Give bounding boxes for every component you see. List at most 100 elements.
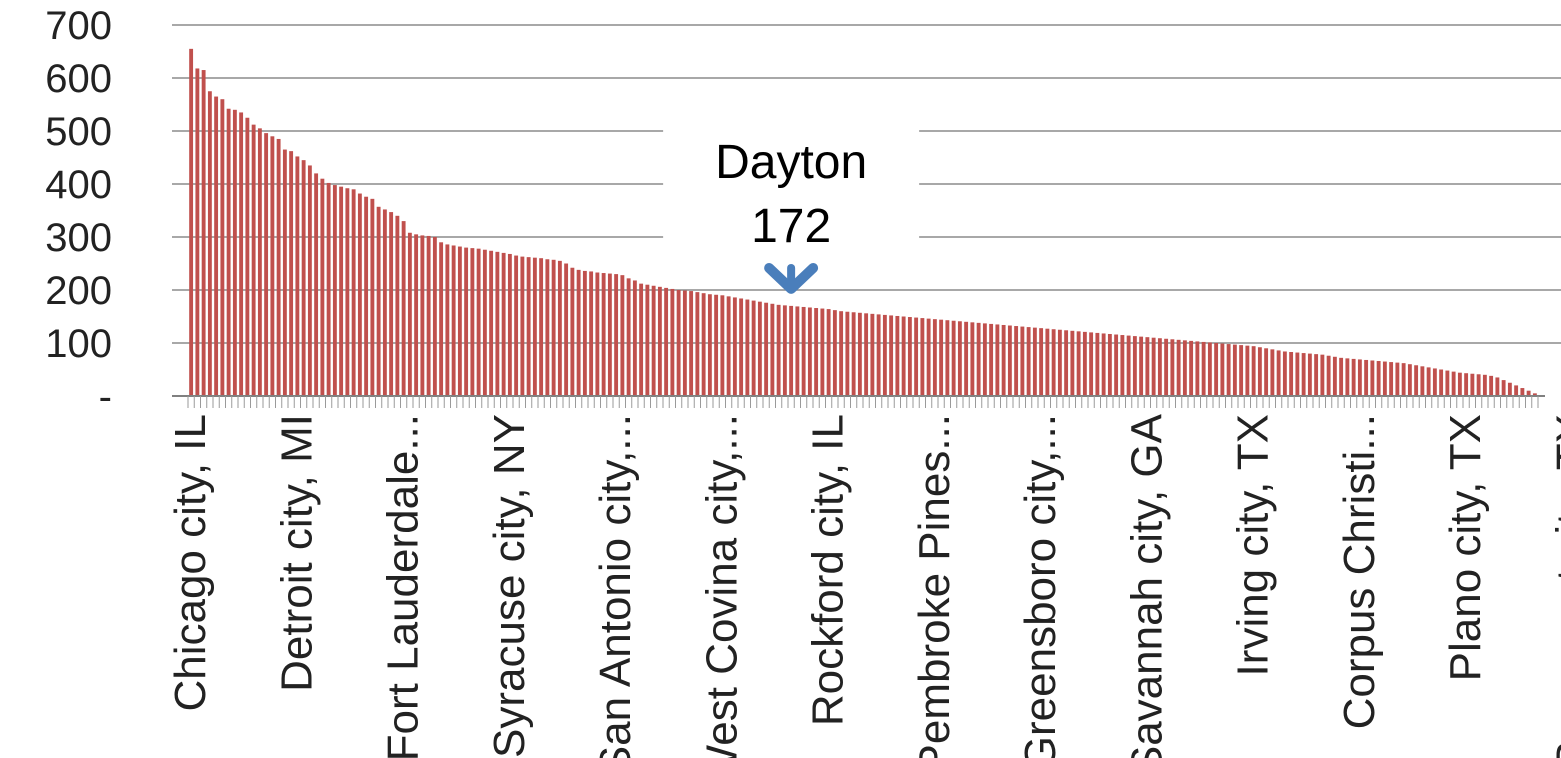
- bar: [939, 319, 944, 396]
- x-tick-label: Syracuse city, NY: [485, 414, 534, 758]
- bar: [539, 258, 544, 396]
- bar: [1532, 393, 1537, 396]
- bar: [576, 269, 581, 396]
- bar: [932, 319, 937, 396]
- bar: [1107, 333, 1112, 396]
- bar: [795, 306, 800, 396]
- annotation-label: Dayton: [715, 136, 867, 189]
- bar: [1320, 354, 1325, 396]
- x-axis: [172, 395, 1545, 408]
- bar: [1026, 327, 1031, 396]
- bar: [995, 324, 1000, 396]
- bar: [514, 255, 519, 396]
- bar: [614, 274, 619, 396]
- bar: [1326, 355, 1331, 396]
- bar: [789, 305, 794, 396]
- bar: [214, 96, 219, 397]
- bar: [1276, 350, 1281, 396]
- bar: [1370, 360, 1375, 396]
- bar: [1139, 336, 1144, 396]
- bar: [1264, 348, 1269, 396]
- bar: [814, 308, 819, 396]
- bar: [426, 235, 431, 396]
- bar: [1257, 347, 1262, 396]
- bar: [870, 313, 875, 396]
- bar: [632, 280, 637, 396]
- bar: [314, 173, 319, 396]
- bar: [1020, 326, 1025, 396]
- bar: [1189, 340, 1194, 396]
- bar: [1301, 353, 1306, 396]
- bar: [195, 68, 200, 397]
- y-tick-label: 200: [45, 269, 112, 313]
- bar: [464, 247, 469, 396]
- bar: [1526, 390, 1531, 396]
- bar: [1014, 326, 1019, 396]
- bar: [951, 320, 956, 396]
- bar: [1489, 375, 1494, 396]
- bar: [382, 209, 387, 396]
- bar: [1314, 354, 1319, 396]
- bar: [739, 298, 744, 396]
- bar: [926, 318, 931, 396]
- bar: [1470, 373, 1475, 396]
- bar: [1070, 330, 1075, 396]
- bar: [351, 189, 356, 396]
- y-tick-label: 400: [45, 163, 112, 207]
- bar: [1051, 329, 1056, 396]
- bar: [776, 304, 781, 396]
- x-axis-ticks: Chicago city, IL Detroit city, MI Fort Lau…: [166, 413, 1561, 758]
- bar: [532, 257, 537, 396]
- bar: [470, 248, 475, 396]
- bar: [439, 242, 444, 396]
- bar: [320, 178, 325, 396]
- x-tick-label: Irving city, TX: [1229, 414, 1278, 676]
- y-tick-label: 100: [45, 322, 112, 366]
- bar: [1245, 345, 1250, 396]
- bar: [589, 271, 594, 396]
- bar: [639, 283, 644, 396]
- bar: [695, 292, 700, 396]
- bar: [839, 311, 844, 396]
- bar: [226, 108, 231, 397]
- bar: [707, 294, 712, 396]
- bar: [1439, 369, 1444, 396]
- x-tick-label: San Antonio city,...: [591, 414, 640, 758]
- bar: [689, 291, 694, 396]
- bar: [970, 322, 975, 396]
- bar: [626, 278, 631, 396]
- bar: [557, 260, 562, 396]
- bar: [720, 295, 725, 396]
- y-tick-label: 300: [45, 216, 112, 260]
- bar: [257, 128, 262, 396]
- bar: [520, 256, 525, 396]
- bar: [907, 317, 912, 396]
- bar: [1145, 337, 1150, 396]
- bar: [1251, 346, 1256, 396]
- bar: [745, 299, 750, 396]
- bar: [989, 323, 994, 396]
- bar: [264, 133, 269, 396]
- bar: [1170, 339, 1175, 396]
- bars: [189, 48, 1537, 397]
- bar: [764, 302, 769, 396]
- bar: [495, 251, 500, 396]
- dayton-annotation: Dayton 172: [663, 130, 920, 294]
- bar: [1382, 361, 1387, 396]
- bar: [407, 232, 412, 396]
- y-tick-label: 700: [45, 4, 112, 48]
- bar: [1520, 388, 1525, 396]
- bar: [801, 306, 806, 396]
- bar: [507, 253, 512, 396]
- bar: [1282, 351, 1287, 396]
- bar: [1045, 328, 1050, 396]
- bar: [1057, 329, 1062, 396]
- bar: [714, 294, 719, 396]
- bar: [1482, 374, 1487, 396]
- x-tick-label: Greensboro city,...: [1016, 414, 1065, 758]
- y-tick-label: -: [99, 375, 112, 419]
- bar: [301, 160, 306, 396]
- bar: [189, 48, 194, 396]
- x-tick-label: Pembroke Pines...: [910, 414, 959, 758]
- bar: [526, 257, 531, 396]
